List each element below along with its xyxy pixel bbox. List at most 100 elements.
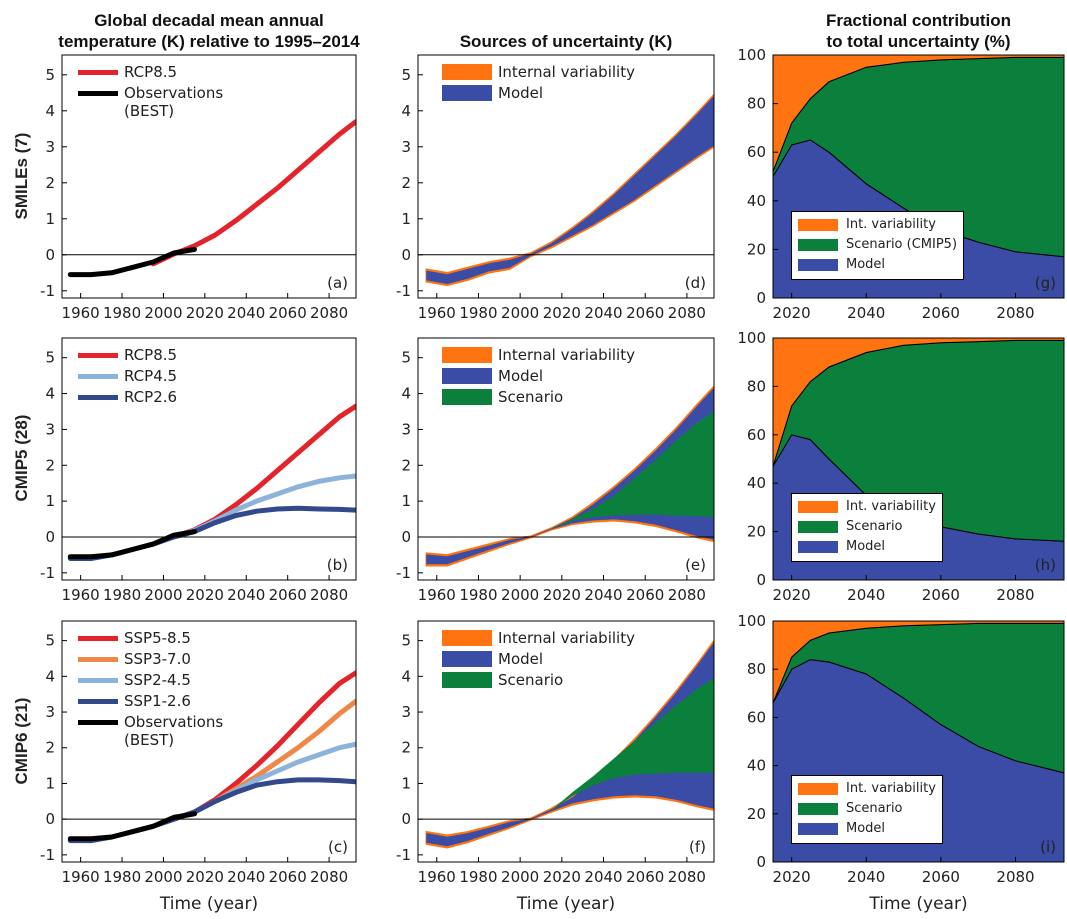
x-tick-label: 1960 xyxy=(418,304,456,322)
legend-swatch xyxy=(78,70,118,75)
plot-area xyxy=(67,119,356,278)
x-tick-label: 1960 xyxy=(62,868,100,886)
x-tick-label: 2060 xyxy=(922,868,960,886)
x-tick-label: 2080 xyxy=(310,868,348,886)
x-tick-label: 2060 xyxy=(269,304,307,322)
legend-label: Model xyxy=(846,257,886,272)
x-axis-label: Time (year) xyxy=(516,894,615,914)
y-tick-label: 1 xyxy=(401,210,411,228)
legend-item: RCP2.6 xyxy=(78,388,177,406)
x-tick-label: 1960 xyxy=(62,586,100,604)
legend-swatch xyxy=(78,657,118,662)
y-tick-label: 4 xyxy=(401,667,411,685)
x-tick-label: 2040 xyxy=(227,586,265,604)
x-tick-label: 2060 xyxy=(922,304,960,322)
x-tick-label: 2080 xyxy=(310,586,348,604)
legend-item: Scenario (CMIP5) xyxy=(798,236,957,254)
legend-item: Internal variability xyxy=(442,629,635,647)
x-tick-label: 2080 xyxy=(668,586,706,604)
x-tick-label: 2080 xyxy=(996,304,1034,322)
x-tick-label: 1980 xyxy=(103,586,141,604)
x-tick-label: 1980 xyxy=(459,586,497,604)
y-tick-label: -1 xyxy=(396,282,411,300)
legend-swatch xyxy=(442,368,492,384)
y-tick-label: 5 xyxy=(45,632,55,650)
legend-label: Int. variability xyxy=(846,781,936,796)
y-tick-label: 3 xyxy=(45,420,55,438)
x-tick-label: 1960 xyxy=(418,868,456,886)
x-tick-label: 1960 xyxy=(62,304,100,322)
legend-item: Int. variability xyxy=(798,780,936,798)
panel-label: (h) xyxy=(1035,556,1056,574)
legend-item: Model xyxy=(798,538,936,556)
legend-label: Scenario xyxy=(846,801,903,816)
y-tick-label: 3 xyxy=(45,138,55,156)
legend-item: SSP3-7.0 xyxy=(78,650,223,668)
legend-label: RCP2.6 xyxy=(124,388,178,406)
legend-label: Scenario xyxy=(498,388,564,406)
y-tick-label: 40 xyxy=(747,474,766,492)
y-tick-label: 0 xyxy=(756,853,766,871)
x-tick-label: 2040 xyxy=(584,586,622,604)
y-tick-label: 3 xyxy=(45,703,55,721)
x-tick-label: 2040 xyxy=(227,304,265,322)
x-tick-label: 2040 xyxy=(847,586,885,604)
y-tick-label: 3 xyxy=(401,703,411,721)
legend-item: RCP4.5 xyxy=(78,367,177,385)
y-tick-label: -1 xyxy=(40,564,55,582)
legend-swatch xyxy=(442,651,492,667)
x-tick-label: 2020 xyxy=(186,586,224,604)
legend-label: Scenario (CMIP5) xyxy=(846,237,958,252)
legend-label: Model xyxy=(498,650,544,668)
y-tick-label: 5 xyxy=(401,349,411,367)
legend-swatch xyxy=(798,219,838,231)
legend-label: RCP8.5 xyxy=(124,346,178,364)
legend-label: RCP8.5 xyxy=(124,63,178,81)
x-tick-label: 2040 xyxy=(847,868,885,886)
y-tick-label: 40 xyxy=(747,757,766,775)
legend-swatch xyxy=(78,720,118,725)
legend-swatch xyxy=(798,783,838,795)
y-tick-label: 80 xyxy=(747,95,766,113)
legend-label: SSP3-7.0 xyxy=(124,650,191,668)
legend-swatch xyxy=(78,678,118,683)
y-tick-label: 100 xyxy=(737,46,766,64)
panel-label: (g) xyxy=(1035,274,1056,292)
x-tick-label: 2020 xyxy=(186,868,224,886)
legend-swatch xyxy=(442,85,492,101)
legend-item: Scenario xyxy=(442,671,635,689)
x-tick-label: 2080 xyxy=(668,868,706,886)
axes-frame xyxy=(61,620,357,863)
y-tick-label: 4 xyxy=(45,385,55,403)
x-tick-label: 2040 xyxy=(227,868,265,886)
legend-item: Model xyxy=(442,650,635,668)
legend-item: Model xyxy=(442,84,635,102)
y-tick-label: 4 xyxy=(401,102,411,120)
legend-item: Internal variability xyxy=(442,346,635,364)
legend-item: Model xyxy=(798,256,957,274)
x-tick-label: 2000 xyxy=(501,586,539,604)
legend-swatch xyxy=(78,636,118,641)
uncertainty-band xyxy=(426,95,714,284)
plot-area xyxy=(425,93,714,287)
y-tick-label: 3 xyxy=(401,420,411,438)
x-axis-label: Time (year) xyxy=(868,894,967,914)
y-tick-label: 20 xyxy=(747,523,766,541)
uncertainty-band xyxy=(551,411,714,530)
y-tick-label: 100 xyxy=(737,612,766,630)
x-tick-label: 2040 xyxy=(584,304,622,322)
legend-item: Observations (BEST) xyxy=(78,713,223,749)
legend-item: RCP8.5 xyxy=(78,346,177,364)
legend-label: Internal variability xyxy=(498,629,635,647)
legend-label: Model xyxy=(846,821,886,836)
legend-label: Observations (BEST) xyxy=(124,713,224,749)
y-tick-label: 1 xyxy=(45,492,55,510)
plot-area xyxy=(67,670,356,844)
y-tick-label: 80 xyxy=(747,660,766,678)
x-tick-label: 2080 xyxy=(996,586,1034,604)
legend-label: Int. variability xyxy=(846,499,936,514)
legend-swatch xyxy=(798,239,838,251)
panel-label: (a) xyxy=(327,274,348,292)
uncertainty-band xyxy=(426,642,714,847)
